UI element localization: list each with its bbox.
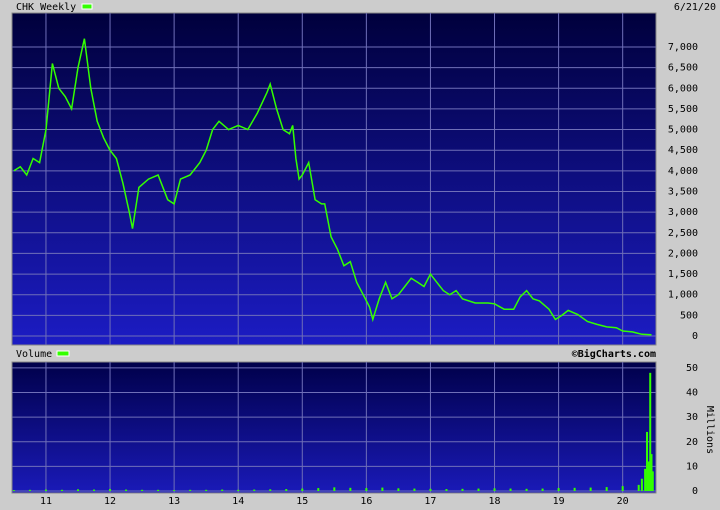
volume-bar [365,488,368,492]
copyright: ©BigCharts.com [572,348,656,360]
volume-bar [621,486,624,492]
volume-bar [493,488,496,492]
volume-bar [413,488,416,492]
volume-bar [381,487,384,492]
price-pane [11,12,657,346]
volume-bar [237,489,240,492]
volume-bar [125,489,128,492]
y-tick-label: 3,500 [668,186,698,197]
volume-bar [173,490,176,492]
y-tick-label: 30 [686,412,698,423]
volume-bar [93,489,96,492]
volume-bar [647,461,650,492]
price-line [13,38,652,336]
x-tick-label: 17 [424,496,436,507]
x-tick-label: 12 [104,496,116,507]
volume-bar [461,488,464,492]
y-tick-label: 3,000 [668,207,698,218]
legend-swatch [81,3,93,10]
volume-bar [640,478,643,492]
volume-bar [573,487,576,492]
volume-bar [525,488,528,492]
volume-bar [649,372,652,492]
y-tick-label: 500 [680,310,698,321]
x-tick-label: 19 [553,496,565,507]
x-tick-label: 14 [232,496,244,507]
y-tick-label: 7,000 [668,42,698,53]
volume-pane [11,361,657,494]
y-tick-label: 10 [686,461,698,472]
volume-bar [644,468,647,492]
volume-bar [269,489,272,492]
volume-bar [557,488,560,492]
volume-bar [253,489,256,492]
volume-bar [429,488,432,492]
y-tick-label: 5,000 [668,125,698,136]
y-tick-label: 40 [686,388,698,399]
volume-bar [651,471,654,492]
y-tick-label: 2,000 [668,248,698,259]
y-tick-label: 4,500 [668,145,698,156]
volume-bar [141,489,144,492]
y-tick-label: 2,500 [668,228,698,239]
volume-bar [333,487,336,492]
volume-bar [60,489,63,492]
x-tick-label: 18 [488,496,500,507]
volume-bar [541,488,544,492]
volume-bar [12,490,15,492]
volume-bar [650,454,653,492]
volume-bar [646,431,649,492]
y-tick-label: 1,500 [668,269,698,280]
y-tick-label: 0 [692,486,698,497]
volume-bar [349,487,352,492]
x-tick-label: 11 [40,496,52,507]
volume-bar [509,488,512,492]
y-tick-label: 1,000 [668,290,698,301]
volume-bar [285,489,288,492]
volume-bar [605,487,608,492]
volume-bar [589,487,592,492]
volume-bar [445,489,448,492]
legend-swatch [56,350,70,357]
y-tick-label: 6,000 [668,83,698,94]
x-tick-label: 13 [168,496,180,507]
volume-bar [205,489,208,492]
y-tick-label: 50 [686,363,698,374]
volume-bar [44,489,47,492]
x-tick-label: 20 [617,496,629,507]
volume-bar [221,489,224,492]
date-label: 6/21/20 [674,2,716,13]
x-tick-label: 16 [360,496,372,507]
volume-bar [397,488,400,492]
volume-bar [157,489,160,492]
volume-title: Volume [16,349,52,360]
volume-bar [477,488,480,492]
y-tick-label: 0 [692,331,698,342]
y-tick-label: 6,500 [668,63,698,74]
volume-bar [109,489,112,492]
y-axis-label: Millions [704,406,715,454]
volume-bar [77,489,80,492]
y-tick-label: 4,000 [668,166,698,177]
y-tick-label: 20 [686,437,698,448]
volume-bar [189,489,192,492]
x-tick-label: 15 [296,496,308,507]
y-tick-label: 5,500 [668,104,698,115]
volume-bar [28,489,31,492]
volume-bar [301,488,304,492]
chart-title: CHK Weekly [16,2,76,13]
volume-bar [637,484,640,492]
volume-bar [317,488,320,492]
